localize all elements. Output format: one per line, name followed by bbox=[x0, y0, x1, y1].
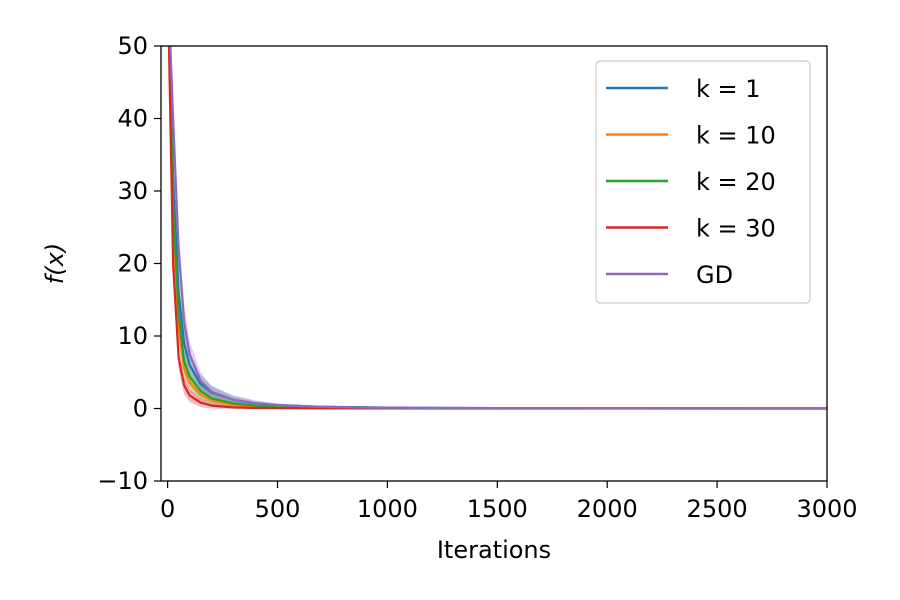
y-tick-label: 0 bbox=[133, 395, 148, 423]
series-lines bbox=[167, 46, 827, 410]
y-tick-label: 50 bbox=[117, 32, 148, 60]
x-tick-label: 1000 bbox=[357, 495, 418, 523]
legend: k = 1 k = 10 k = 20 k = 30 GD bbox=[595, 60, 811, 304]
legend-label: k = 30 bbox=[696, 215, 776, 243]
legend-label: k = 20 bbox=[696, 168, 776, 196]
legend-label: GD bbox=[696, 261, 733, 289]
line-series-5 bbox=[169, 46, 827, 410]
legend-entry: GD bbox=[606, 261, 733, 289]
legend-items: k = 1 k = 10 k = 20 k = 30 GD bbox=[606, 75, 776, 289]
x-tick-label: 500 bbox=[255, 495, 301, 523]
y-tick-label: 40 bbox=[117, 105, 148, 133]
legend-entry: k = 30 bbox=[606, 215, 776, 243]
x-tick-label: 1500 bbox=[467, 495, 528, 523]
y-axis-ticks: −10 0 10 20 30 40 50 bbox=[97, 32, 161, 495]
x-tick-label: 3000 bbox=[796, 495, 857, 523]
y-tick-label: 20 bbox=[117, 250, 148, 278]
y-tick-label: −10 bbox=[97, 467, 148, 495]
y-tick-label: 30 bbox=[117, 177, 148, 205]
legend-entry: k = 20 bbox=[606, 168, 776, 196]
legend-box bbox=[595, 60, 811, 304]
legend-entry: k = 10 bbox=[606, 122, 776, 150]
legend-label: k = 1 bbox=[696, 75, 761, 103]
x-axis-ticks: 0 500 1000 1500 2000 2500 3000 bbox=[160, 481, 858, 523]
legend-label: k = 10 bbox=[696, 122, 776, 150]
x-tick-label: 0 bbox=[160, 495, 175, 523]
y-tick-label: 10 bbox=[117, 322, 148, 350]
y-axis-label: f(x) bbox=[41, 243, 69, 284]
x-tick-label: 2000 bbox=[577, 495, 638, 523]
x-tick-label: 2500 bbox=[687, 495, 748, 523]
legend-entry: k = 1 bbox=[606, 75, 761, 103]
plot-frame bbox=[160, 45, 828, 482]
x-axis-label: Iterations bbox=[437, 536, 551, 564]
